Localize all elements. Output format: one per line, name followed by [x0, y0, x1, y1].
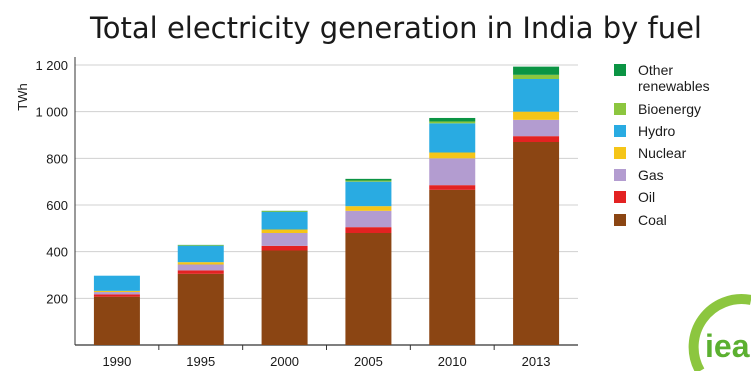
- bar-segment-other-renewables-2010: [429, 117, 476, 122]
- bar-segment-oil-2000: [261, 245, 308, 251]
- bar-segment-hydro-2010: [429, 123, 476, 153]
- bar-segment-hydro-1990: [93, 275, 140, 291]
- bar-segment-gas-2010: [429, 158, 476, 186]
- gridlines: [74, 57, 578, 346]
- y-tick-label: 1 000: [35, 105, 68, 120]
- bar-segment-coal-2005: [345, 233, 392, 345]
- bar-segment-nuclear-2000: [261, 229, 308, 233]
- x-ticks: 1990 1995 2000 2005 2010 2013: [102, 345, 551, 369]
- bar-segment-coal-2000: [261, 250, 308, 345]
- legend-swatch-gas: [614, 169, 626, 181]
- legend-label-coal: Coal: [638, 212, 667, 228]
- bar-segment-coal-2013: [513, 142, 560, 345]
- bar-segment-gas-1995: [177, 264, 224, 271]
- legend-label-bioenergy: Bioenergy: [638, 101, 701, 117]
- bar-segment-nuclear-1995: [177, 262, 224, 265]
- y-tick-label: 800: [46, 151, 68, 166]
- legend-swatch-bioenergy: [614, 103, 626, 115]
- bar-segment-bioenergy-2005: [345, 180, 392, 182]
- bar-segment-hydro-1995: [177, 245, 224, 263]
- legend-swatch-other: [614, 64, 626, 76]
- bar-segment-oil-2005: [345, 227, 392, 233]
- legend-label-other: renewables: [638, 78, 710, 94]
- legend-label-other: Other: [638, 62, 673, 78]
- bar-segment-coal-1990: [93, 296, 140, 345]
- logo-text: iea: [705, 328, 750, 364]
- bar-segment-gas-1990: [93, 292, 140, 295]
- iea-logo: iea: [688, 294, 751, 371]
- legend-label-hydro: Hydro: [638, 123, 676, 139]
- bar-segment-hydro-2013: [513, 79, 560, 112]
- bar-segment-nuclear-2013: [513, 111, 560, 120]
- chart-title: Total electricity generation in India by…: [89, 11, 702, 45]
- bar-segment-nuclear-2010: [429, 152, 476, 159]
- y-tick-label: 200: [46, 291, 68, 306]
- bar-segment-hydro-2000: [261, 212, 308, 230]
- legend-label-gas: Gas: [638, 167, 664, 183]
- y-tick-label: 400: [46, 245, 68, 260]
- y-axis-label: TWh: [15, 83, 30, 110]
- bar-segment-oil-2010: [429, 185, 476, 190]
- legend-swatch-oil: [614, 191, 626, 203]
- bar-segment-gas-2005: [345, 210, 392, 228]
- y-ticks: 200 400 600 800 1 000 1 200: [35, 58, 68, 306]
- bar-segment-nuclear-1990: [93, 290, 140, 293]
- legend-label-nuclear: Nuclear: [638, 145, 687, 161]
- logo-ring-icon: [688, 294, 751, 371]
- x-tick-label: 1995: [186, 354, 215, 369]
- bar-segment-gas-2013: [513, 119, 560, 137]
- bar-segment-hydro-2005: [345, 181, 392, 207]
- bar-segment-oil-2013: [513, 136, 560, 142]
- x-tick-label: 2000: [270, 354, 299, 369]
- x-tick-label: 1990: [102, 354, 131, 369]
- bar-segment-oil-1995: [177, 270, 224, 274]
- bar-segment-other-renewables-2005: [345, 178, 392, 181]
- y-tick-label: 600: [46, 198, 68, 213]
- bar-segment-gas-2000: [261, 233, 308, 246]
- bar-segment-bioenergy-2000: [261, 211, 308, 212]
- bar-segment-coal-2010: [429, 189, 476, 345]
- bar-segment-oil-1990: [93, 294, 140, 297]
- x-tick-label: 2010: [438, 354, 467, 369]
- legend-label-oil: Oil: [638, 189, 655, 205]
- bar-segment-bioenergy-2010: [429, 121, 476, 124]
- legend-swatch-coal: [614, 214, 626, 226]
- bar-segment-bioenergy-2013: [513, 74, 560, 79]
- bar-segment-other-renewables-2013: [513, 66, 560, 75]
- legend-swatch-hydro: [614, 125, 626, 137]
- bars: [93, 66, 560, 345]
- legend-swatch-nuclear: [614, 147, 626, 159]
- bar-segment-coal-1995: [177, 273, 224, 345]
- y-tick-label: 1 200: [35, 58, 68, 73]
- bar-segment-nuclear-2005: [345, 206, 392, 211]
- x-tick-label: 2013: [522, 354, 551, 369]
- x-tick-label: 2005: [354, 354, 383, 369]
